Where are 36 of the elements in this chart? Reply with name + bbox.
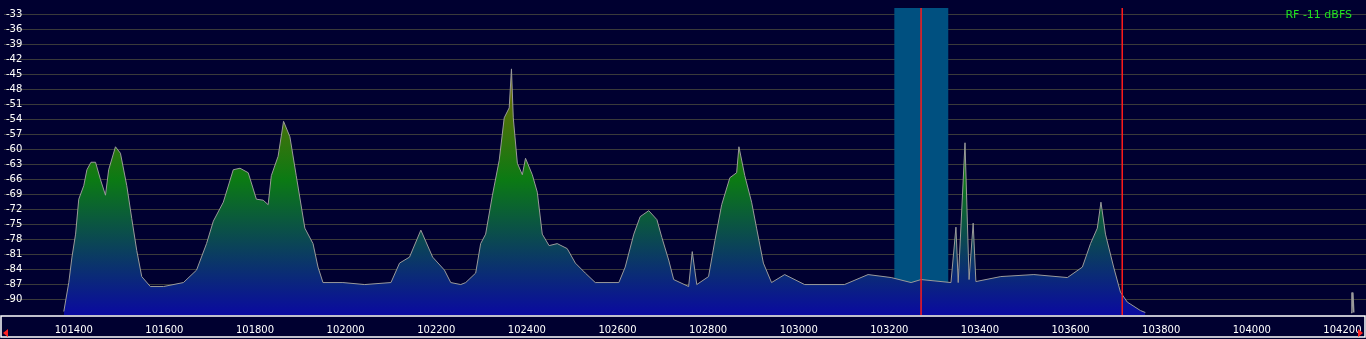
y-tick-label: -33: [6, 8, 23, 20]
x-tick-label: 104200: [1323, 323, 1362, 335]
y-tick-label: -54: [6, 112, 23, 124]
x-tick-label: 101800: [235, 323, 275, 335]
y-tick-label: -36: [6, 23, 23, 35]
y-tick-label: -69: [6, 187, 23, 199]
y-tick-label: -45: [6, 67, 23, 79]
x-tick-label: 103400: [960, 323, 1000, 335]
x-tick-label: 102400: [507, 323, 546, 335]
x-tick-label: 102200: [417, 323, 456, 335]
y-tick-label: -66: [6, 172, 23, 184]
y-tick-label: -81: [6, 247, 23, 259]
y-tick-label: -48: [6, 82, 23, 94]
x-tick-label: 102000: [326, 323, 365, 335]
x-tick-label: 101600: [145, 323, 184, 335]
annotation: RF -11 dBFS: [1285, 8, 1353, 22]
y-tick-label: -90: [6, 292, 23, 304]
y-tick-label: -60: [6, 142, 23, 154]
y-tick-label: -87: [6, 277, 23, 289]
y-tick-label: -78: [6, 232, 23, 244]
y-tick-label: -72: [6, 202, 23, 214]
x-tick-label: 104000: [1232, 323, 1271, 335]
x-tick-label: 103800: [1142, 323, 1181, 335]
x-tick-label: 103000: [779, 323, 818, 335]
y-tick-label: -84: [6, 262, 23, 274]
y-tick-label: -75: [6, 217, 23, 229]
y-tick-label: -39: [6, 38, 23, 50]
y-tick-label: -57: [6, 127, 23, 139]
x-tick-label: 102600: [598, 323, 637, 335]
y-tick-label: -51: [6, 97, 23, 109]
x-tick-label: 102800: [689, 323, 728, 335]
x-tick-label: 103200: [870, 323, 909, 335]
x-tick-label: 103600: [1051, 323, 1090, 335]
y-tick-label: -63: [6, 157, 23, 169]
x-tick-label: 101400: [54, 323, 93, 335]
y-tick-label: -42: [6, 53, 23, 65]
